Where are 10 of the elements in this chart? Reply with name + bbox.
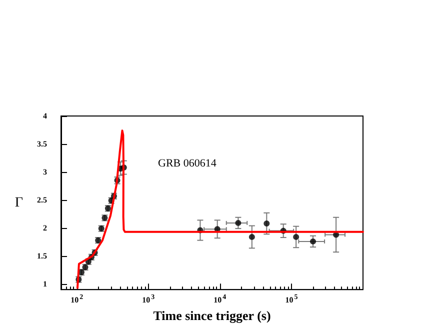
y-tick-label: 4 [43,112,47,120]
y-tick-label: 2.5 [37,196,47,204]
annotation: GRB 060614 [158,158,217,170]
y-tick-label: 3 [43,168,47,176]
x-axis-title: Time since trigger (s) [153,308,271,323]
y-tick-label: 3.5 [37,140,47,148]
y-tick-label: 1 [43,280,47,288]
y-tick-label: 1.5 [37,252,47,260]
y-tick-label: 2 [43,224,47,232]
y-axis-title: Γ [14,195,23,210]
